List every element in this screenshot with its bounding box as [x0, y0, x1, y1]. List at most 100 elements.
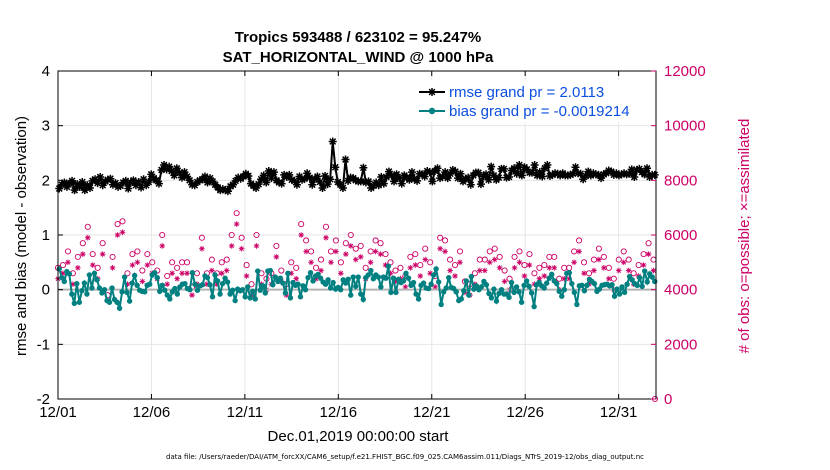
data-file-note: data file: /Users/raeder/DAI/ATM_forcXX/…	[166, 453, 644, 461]
bias-point	[614, 286, 620, 292]
bias-point	[106, 299, 113, 305]
rmse-point	[315, 177, 324, 186]
obs-possible-point	[442, 237, 449, 244]
rmse-point	[464, 173, 473, 182]
obs-possible-point	[456, 248, 464, 255]
rmse-point	[584, 167, 593, 176]
obs-possible-point	[337, 259, 344, 266]
bias-point	[297, 294, 304, 300]
bias-point	[310, 278, 316, 284]
obs-possible-point	[451, 262, 459, 269]
bias-point	[544, 280, 550, 286]
bias-point	[453, 289, 459, 295]
obs-possible-point	[89, 251, 96, 258]
obs-possible-point	[382, 251, 389, 258]
obs-possible-point	[139, 267, 146, 274]
obs-possible-point	[327, 248, 334, 255]
rmse-point	[78, 177, 87, 186]
y2-tick-label: 8000	[664, 172, 697, 189]
bias-point	[488, 295, 495, 301]
rmse-point	[62, 182, 71, 191]
obs-possible-point	[531, 270, 538, 277]
rmse-point	[620, 169, 629, 178]
obs-assimilated-point	[452, 273, 458, 279]
rmse-point	[397, 179, 406, 188]
obs-possible-point	[397, 264, 404, 271]
bias-point	[270, 282, 276, 288]
obs-possible-point	[119, 218, 126, 225]
obs-assimilated-point	[70, 281, 76, 287]
rmse-point	[206, 174, 215, 183]
obs-assimilated-point	[318, 267, 324, 274]
rmse-point	[364, 177, 373, 186]
rmse-point	[269, 168, 278, 177]
obs-possible-point	[332, 237, 339, 244]
rmse-point	[195, 176, 204, 185]
obs-possible-point	[193, 270, 201, 277]
bias-point	[84, 291, 90, 297]
bias-point	[616, 291, 623, 297]
obs-assimilated-point	[407, 265, 414, 271]
rmse-point	[413, 176, 422, 185]
bias-point	[511, 289, 517, 296]
rmse-point	[384, 167, 393, 176]
bias-point	[641, 268, 648, 274]
obs-possible-point	[357, 242, 364, 249]
bias-point	[383, 275, 389, 281]
bias-point	[400, 278, 407, 284]
bias-point	[440, 289, 447, 295]
bias-point	[76, 299, 83, 305]
obs-possible-point	[541, 262, 548, 269]
bias-point	[114, 299, 120, 305]
obs-possible-point	[84, 223, 91, 230]
bias-point	[491, 286, 497, 292]
bias-point	[473, 283, 480, 289]
obs-possible-point	[109, 253, 116, 260]
rmse-point	[221, 186, 230, 195]
obs-assimilated-point	[323, 234, 329, 241]
obs-assimilated-point	[561, 275, 567, 282]
rmse-point	[96, 173, 105, 182]
obs-assimilated-point	[199, 245, 205, 252]
rmse-point	[390, 177, 399, 186]
rmse-point	[528, 168, 537, 177]
rmse-point	[305, 173, 314, 182]
rmse-point	[326, 175, 335, 184]
rmse-point	[487, 162, 496, 171]
obs-possible-point	[476, 256, 483, 263]
bias-point	[365, 272, 372, 278]
bias-point	[159, 282, 165, 288]
obs-possible-point	[635, 262, 642, 269]
obs-assimilated-point	[576, 248, 582, 255]
bias-point	[458, 296, 464, 302]
y-axis-label: rmse and bias (model - observation)	[13, 116, 30, 356]
bias-point	[385, 263, 392, 269]
rmse-point	[476, 180, 485, 189]
rmse-point	[254, 180, 263, 189]
bias-point	[508, 279, 515, 286]
obs-possible-point	[516, 248, 523, 255]
rmse-point	[55, 184, 64, 193]
bias-point	[639, 283, 645, 290]
obs-possible-point	[546, 253, 553, 260]
y-tick-label: 0	[42, 282, 50, 299]
y2-tick-label: 4000	[664, 282, 697, 299]
bias-point	[61, 278, 67, 285]
rmse-point	[640, 170, 649, 179]
rmse-point	[244, 171, 253, 180]
obs-assimilated-point	[601, 265, 607, 271]
obs-assimilated-point	[486, 259, 493, 266]
bias-point	[59, 274, 65, 281]
obs-assimilated-point	[184, 270, 190, 277]
obs-assimilated-point	[75, 265, 81, 271]
rmse-point	[461, 174, 470, 183]
bias-point	[86, 272, 93, 278]
obs-assimilated-point	[352, 256, 359, 263]
rmse-point	[341, 155, 350, 164]
bias-point	[212, 272, 218, 278]
legend: rmse grand pr = 2.0113 bias grand pr = -…	[414, 80, 650, 122]
rmse-point	[285, 170, 294, 179]
rmse-point	[545, 171, 554, 180]
bias-point	[388, 289, 394, 296]
bias-point	[91, 270, 98, 276]
